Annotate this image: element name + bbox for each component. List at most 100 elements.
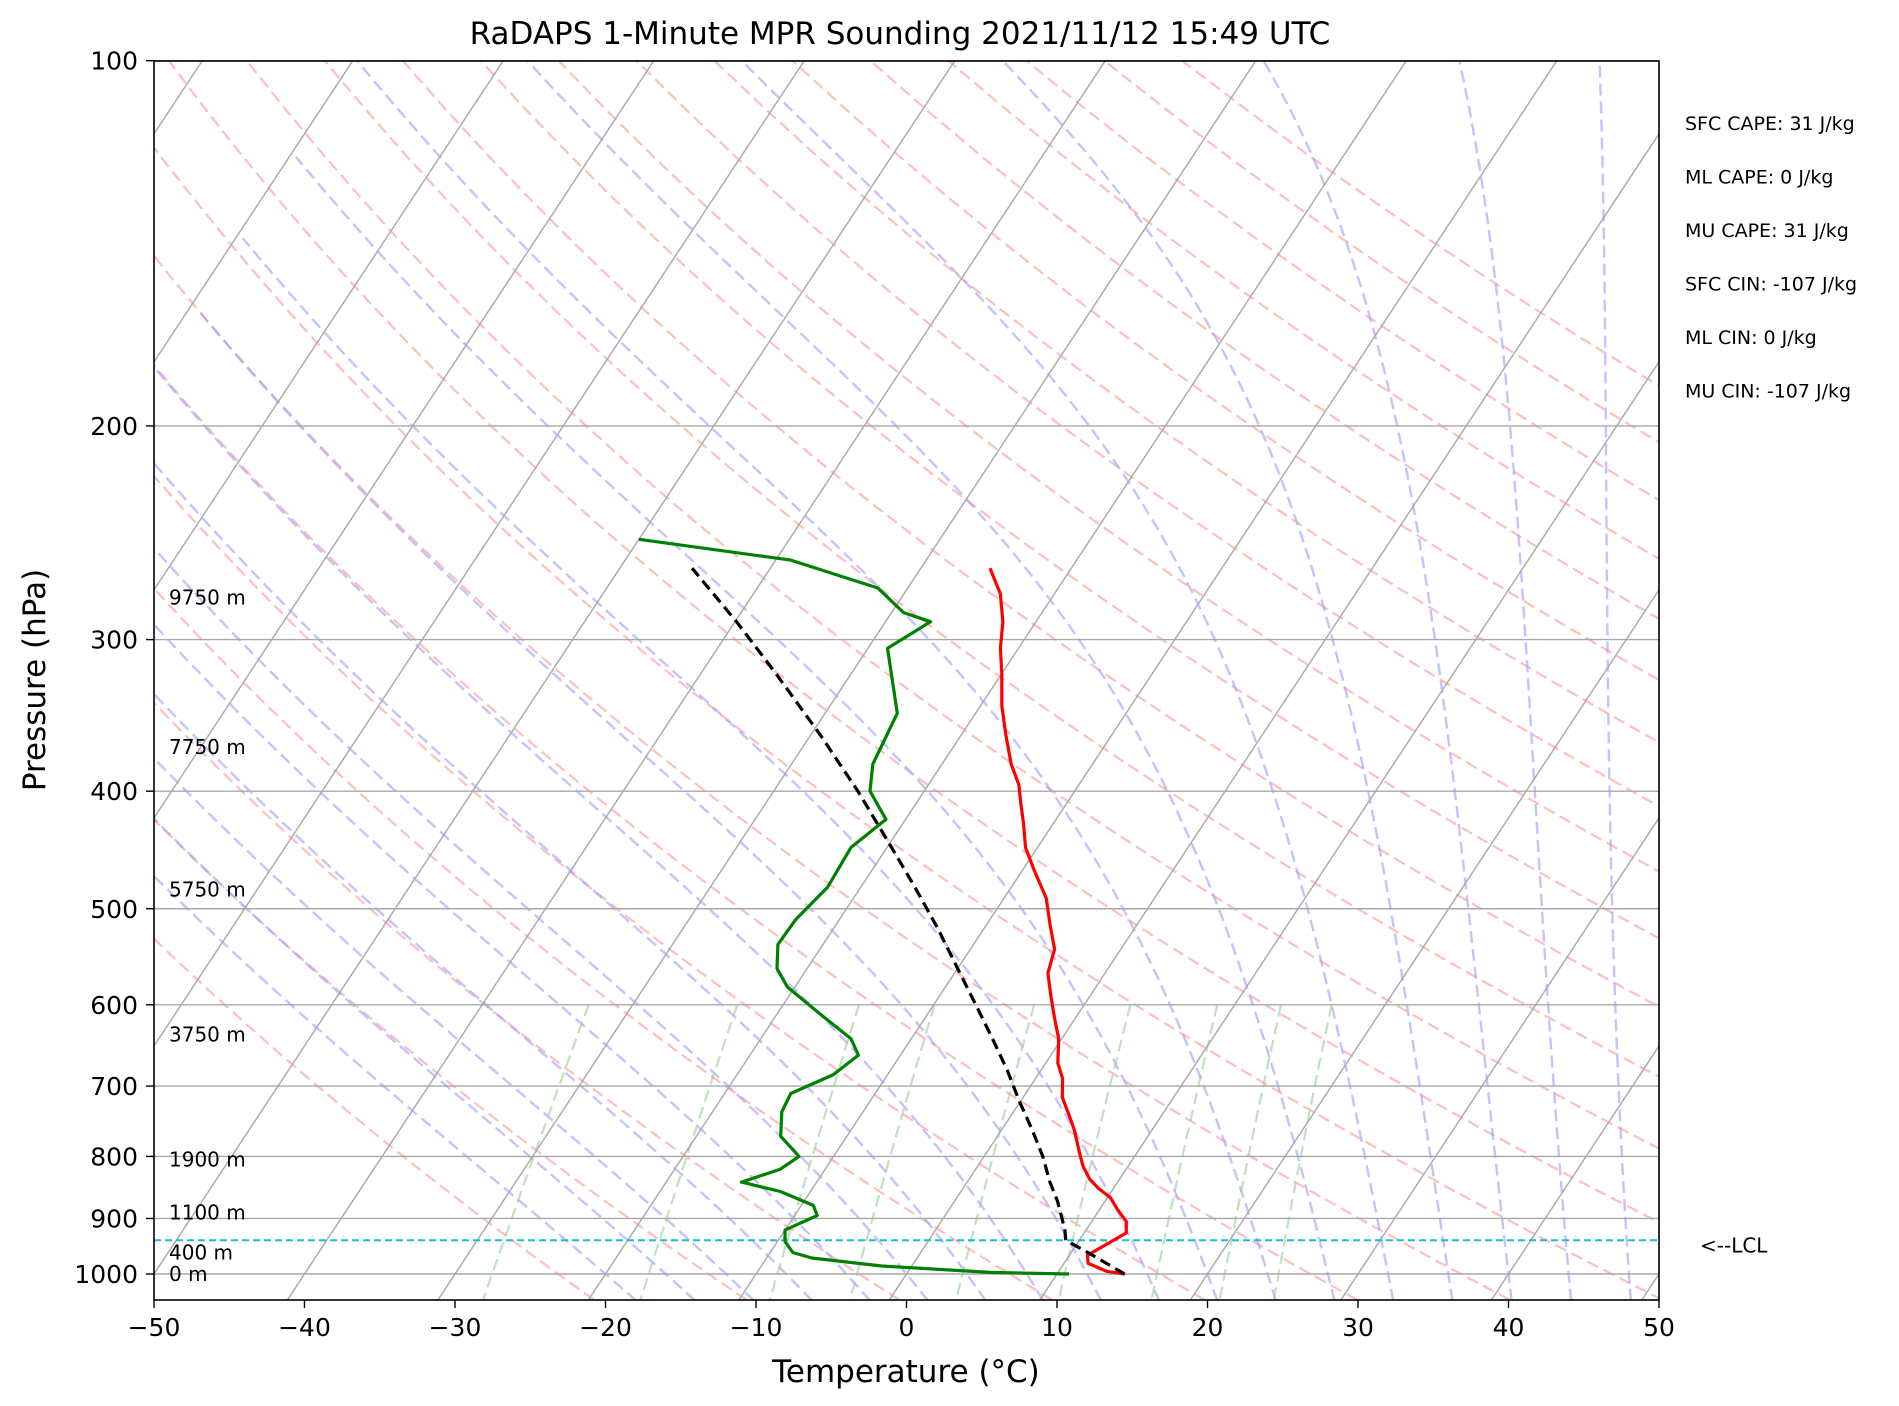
x-axis-ticks: −50 −40 −30 −20 −10 0 10 20 30 40 50 (128, 1300, 1675, 1342)
pressure-gridlines (154, 60, 1659, 1275)
x-tick-label: −50 (128, 1313, 181, 1342)
x-tick-label: −40 (278, 1313, 331, 1342)
mixing-ratio-line (848, 1004, 936, 1300)
dry-adiabat (154, 818, 748, 1300)
y-tick-label: 600 (90, 991, 138, 1020)
background-lines (154, 61, 1659, 1300)
y-axis-label: Pressure (hPa) (17, 569, 53, 791)
dry-adiabat (154, 701, 900, 1300)
y-tick-label: 100 (90, 47, 138, 76)
temperature-line (988, 567, 1128, 1276)
mixing-ratio-line (1057, 1004, 1132, 1300)
y-tick-label: 500 (90, 895, 138, 924)
height-label: 1900 m (169, 1148, 246, 1172)
dry-adiabat (323, 61, 1659, 1079)
isotherm (1189, 588, 1659, 1300)
x-tick-label: 20 (1192, 1313, 1224, 1342)
moist-adiabat (294, 156, 1219, 1300)
y-tick-label: 400 (90, 777, 138, 806)
moist-adiabat (154, 622, 871, 1300)
isotherm (1340, 816, 1659, 1300)
mixing-ratio-line (1218, 1004, 1283, 1300)
dry-adiabat (154, 254, 1511, 1300)
moist-adiabat (154, 874, 638, 1300)
x-tick-label: 10 (1041, 1313, 1073, 1342)
dry-adiabat (557, 61, 1659, 873)
dewpoint-line (638, 537, 1070, 1276)
height-label: 400 m (169, 1240, 233, 1264)
mixing-ratio-line (482, 1004, 590, 1300)
dry-adiabat (154, 586, 1053, 1300)
x-axis-label: Temperature (°C) (771, 1354, 1040, 1390)
mixing-ratio-line (639, 1004, 739, 1300)
chart-title: RaDAPS 1-Minute MPR Sounding 2021/11/12 … (470, 16, 1331, 52)
moist-adiabat (1262, 61, 1513, 1300)
cape-cin-stats: SFC CAPE: 31 J/kg ML CAPE: 0 J/kg MU CAPE:… (1685, 113, 1857, 403)
dry-adiabat (167, 61, 1659, 1224)
isotherm (738, 61, 1558, 1300)
stat-text: ML CIN: 0 J/kg (1685, 327, 1817, 349)
dry-adiabat (401, 61, 1659, 1008)
isotherm (1490, 1044, 1659, 1300)
height-label: 9750 m (169, 586, 246, 610)
isotherm (286, 61, 1106, 1300)
mixing-ratio-line (768, 1004, 861, 1300)
y-axis-ticks: 100 200 300 400 500 600 700 800 900 1000 (74, 47, 154, 1289)
moist-adiabat (154, 461, 987, 1300)
isotherm (1039, 360, 1659, 1300)
y-tick-label: 800 (90, 1142, 138, 1171)
y-tick-label: 200 (90, 412, 138, 441)
dry-adiabat (154, 363, 1358, 1300)
x-tick-label: 40 (1493, 1313, 1525, 1342)
moist-adiabat (356, 61, 1277, 1300)
height-label: 3750 m (169, 1023, 246, 1047)
sounding-lines (154, 537, 1659, 1276)
dry-adiabat (869, 61, 1659, 621)
isotherm (888, 132, 1659, 1300)
isotherm (154, 61, 354, 364)
height-label: 0 m (169, 1262, 208, 1286)
isotherm (587, 61, 1407, 1300)
mixing-ratio-line (1150, 1004, 1219, 1300)
height-label: 5750 m (169, 877, 246, 901)
isotherm (154, 61, 504, 592)
x-tick-label: −20 (579, 1313, 632, 1342)
isotherm (437, 61, 1257, 1300)
y-tick-label: 1000 (74, 1260, 138, 1289)
y-tick-label: 300 (90, 626, 138, 655)
y-tick-label: 700 (90, 1072, 138, 1101)
mixing-ratio-line (1272, 1004, 1333, 1300)
dry-adiabat (713, 61, 1659, 744)
moist-adiabat (1598, 61, 1632, 1300)
moist-adiabat (154, 756, 755, 1300)
dry-adiabat (154, 937, 595, 1300)
stat-text: MU CAPE: 31 J/kg (1685, 220, 1849, 242)
parcel-line (690, 567, 1126, 1276)
x-tick-label: 0 (899, 1313, 915, 1342)
moist-adiabat (154, 816, 697, 1300)
x-tick-label: 30 (1342, 1313, 1374, 1342)
moist-adiabat (154, 546, 929, 1300)
moist-adiabat (1458, 61, 1573, 1300)
moist-adiabat (740, 61, 1395, 1300)
stat-text: SFC CAPE: 31 J/kg (1685, 113, 1855, 135)
dry-adiabat (245, 61, 1659, 1150)
isotherm (154, 61, 655, 820)
height-label: 7750 m (169, 735, 246, 759)
stat-text: SFC CIN: -107 J/kg (1685, 274, 1857, 296)
y-tick-label: 900 (90, 1204, 138, 1233)
x-tick-label: −10 (730, 1313, 783, 1342)
x-tick-label: 50 (1643, 1313, 1675, 1342)
mixing-ratio-line (954, 1004, 1036, 1300)
moist-adiabat (195, 307, 1103, 1300)
moist-adiabat (526, 61, 1336, 1300)
stat-text: ML CAPE: 0 J/kg (1685, 167, 1833, 189)
isotherm (154, 61, 956, 1276)
height-label: 1100 m (169, 1201, 246, 1225)
x-tick-label: −30 (429, 1313, 482, 1342)
moist-adiabat (155, 369, 1045, 1300)
lcl-label: <--LCL (1700, 1233, 1768, 1257)
moist-adiabat (154, 692, 813, 1300)
